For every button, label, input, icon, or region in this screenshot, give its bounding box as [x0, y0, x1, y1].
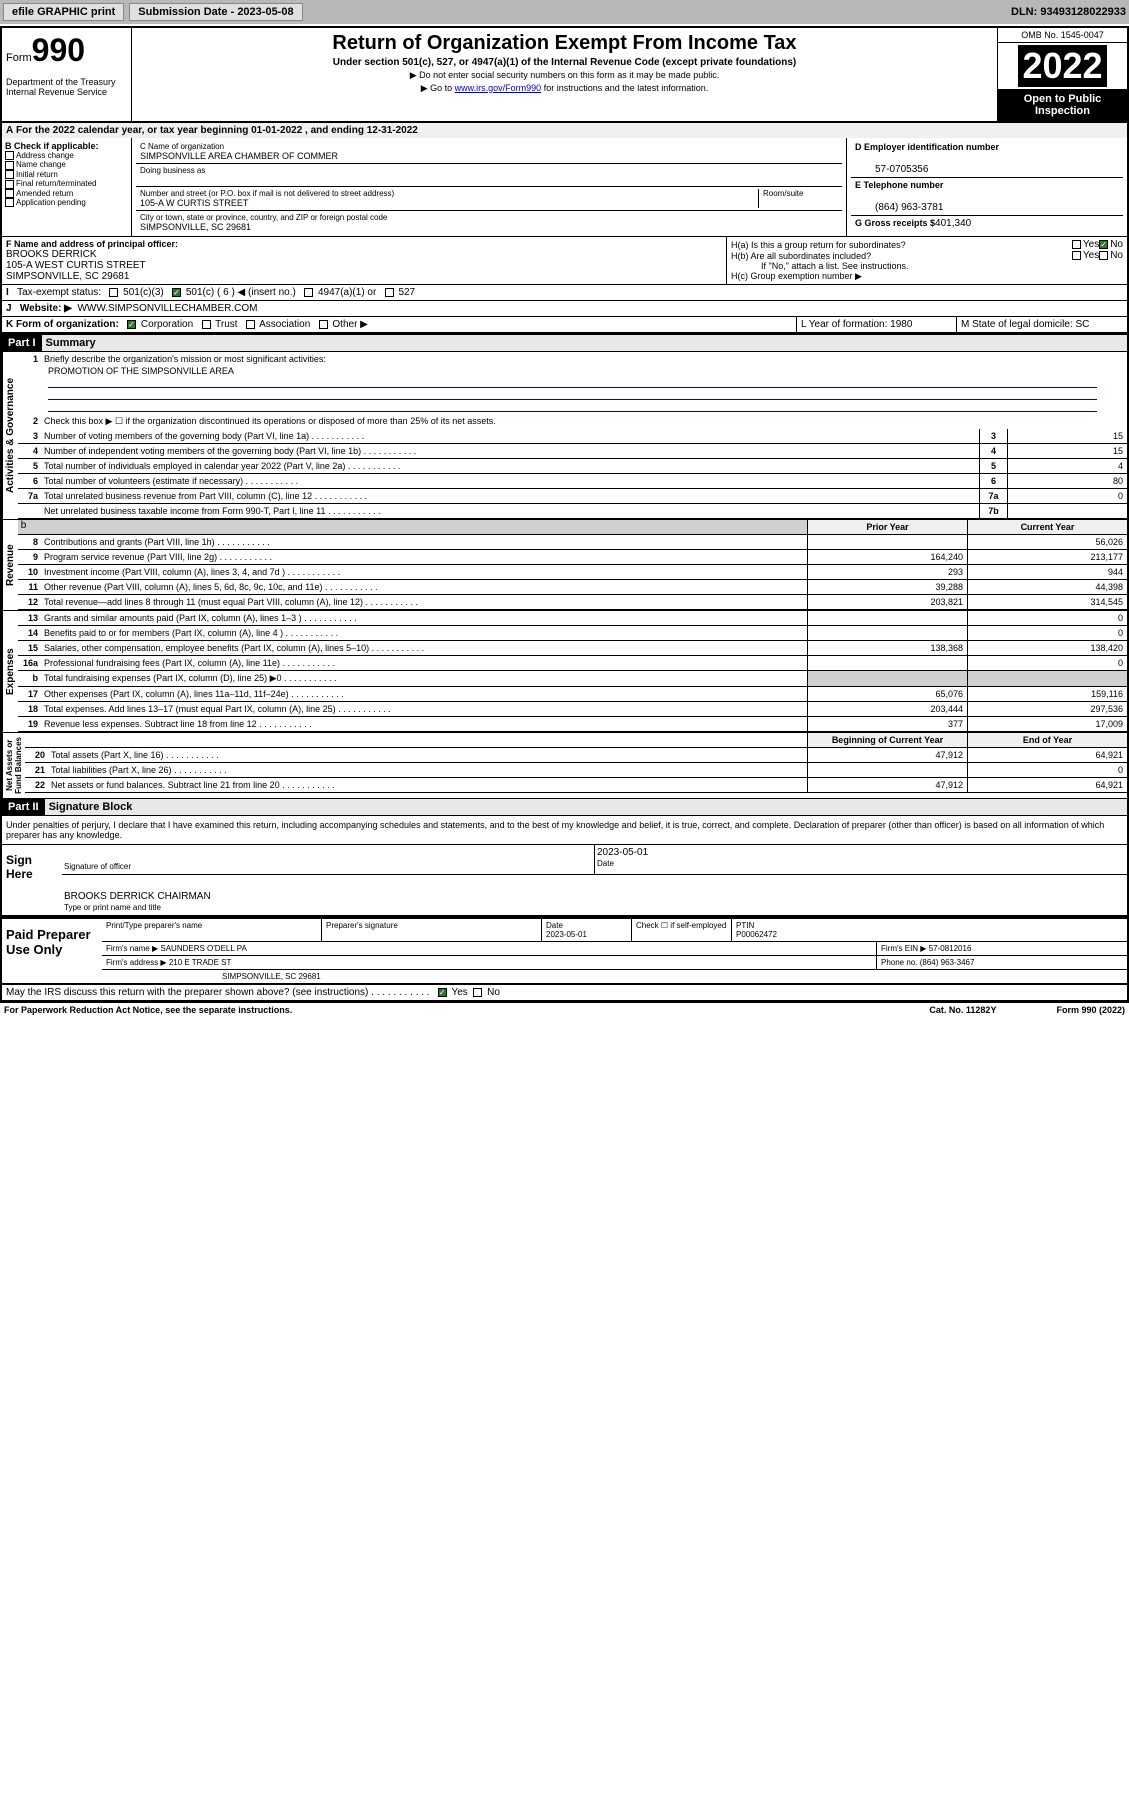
h-block: H(a) Is this a group return for subordin…: [727, 237, 1127, 284]
name-block: C Name of organizationSIMPSONVILLE AREA …: [132, 138, 847, 236]
chk-initial[interactable]: [5, 170, 14, 179]
chk-assoc[interactable]: [246, 320, 255, 329]
header-center: Return of Organization Exempt From Incom…: [132, 28, 997, 121]
line-a: A For the 2022 calendar year, or tax yea…: [2, 123, 1127, 138]
chk-trust[interactable]: [202, 320, 211, 329]
dln: DLN: 93493128022933: [1011, 6, 1126, 18]
open-public: Open to Public Inspection: [998, 89, 1127, 121]
section-b: B Check if applicable: Address change Na…: [2, 138, 132, 236]
right-block: D Employer identification number57-07053…: [847, 138, 1127, 236]
website-row: J Website: ▶ WWW.SIMPSONVILLECHAMBER.COM: [2, 301, 1127, 316]
firm-phone: (864) 963-3467: [920, 958, 975, 967]
sig-declaration: Under penalties of perjury, I declare th…: [2, 816, 1127, 844]
chk-501c[interactable]: [172, 288, 181, 297]
vert-netassets: Net Assets or Fund Balances: [2, 733, 25, 798]
chk-final[interactable]: [5, 180, 14, 189]
ein: 57-0705356: [855, 164, 928, 175]
firm-ein: 57-0812016: [929, 944, 972, 953]
org-addr: 105-A W CURTIS STREET: [140, 198, 248, 208]
header-right: OMB No. 1545-0047 2022 Open to Public In…: [997, 28, 1127, 121]
vert-revenue: Revenue: [2, 520, 18, 610]
phone: (864) 963-3781: [855, 202, 943, 213]
chk-name[interactable]: [5, 161, 14, 170]
mission: PROMOTION OF THE SIMPSONVILLE AREA: [48, 366, 1097, 376]
ha-no[interactable]: [1099, 240, 1108, 249]
form-label: Form: [6, 52, 32, 64]
may-irs: May the IRS discuss this return with the…: [2, 985, 1127, 1000]
tax-year: 2022: [1018, 45, 1106, 87]
chk-4947[interactable]: [304, 288, 313, 297]
preparer-label: Paid Preparer Use Only: [2, 919, 102, 983]
sign-here-label: Sign Here: [2, 845, 62, 915]
vert-expenses: Expenses: [2, 611, 18, 732]
irs-link[interactable]: www.irs.gov/Form990: [455, 83, 542, 93]
note2: ▶ Go to www.irs.gov/Form990 for instruct…: [136, 83, 993, 94]
chk-501c3[interactable]: [109, 288, 118, 297]
part2-header: Part IISignature Block: [2, 798, 1127, 816]
m-line: M State of legal domicile: SC: [957, 317, 1127, 332]
f-block: F Name and address of principal officer:…: [2, 237, 727, 284]
officer-sig-name: BROOKS DERRICK CHAIRMAN: [64, 891, 211, 902]
chk-addr[interactable]: [5, 151, 14, 160]
ptin: P00062472: [736, 930, 777, 939]
form-subtitle: Under section 501(c), 527, or 4947(a)(1)…: [136, 57, 993, 68]
chk-corp[interactable]: [127, 320, 136, 329]
chk-527[interactable]: [385, 288, 394, 297]
form-990: Form990 Department of the Treasury Inter…: [0, 26, 1129, 1003]
dept-label: Department of the Treasury Internal Reve…: [6, 77, 127, 97]
l-line: L Year of formation: 1980: [797, 317, 957, 332]
chk-other[interactable]: [319, 320, 328, 329]
org-city: SIMPSONVILLE, SC 29681: [140, 222, 251, 232]
gross-receipts: 401,340: [935, 218, 971, 229]
header-left: Form990 Department of the Treasury Inter…: [2, 28, 132, 121]
tax-exempt: I Tax-exempt status: 501(c)(3) 501(c) ( …: [2, 285, 1127, 300]
firm-addr: 210 E TRADE ST: [169, 958, 232, 967]
part1-header: Part ISummary: [2, 334, 1127, 352]
officer-name: BROOKS DERRICK: [6, 249, 722, 260]
toolbar: efile GRAPHIC print Submission Date - 20…: [0, 0, 1129, 24]
form-number: 990: [32, 32, 85, 68]
footer: For Paperwork Reduction Act Notice, see …: [0, 1003, 1129, 1017]
irs-no[interactable]: [473, 988, 482, 997]
note1: ▶ Do not enter social security numbers o…: [136, 70, 993, 81]
chk-amended[interactable]: [5, 189, 14, 198]
form-title: Return of Organization Exempt From Incom…: [136, 32, 993, 55]
firm-name: SAUNDERS O'DELL PA: [160, 944, 246, 953]
omb: OMB No. 1545-0047: [998, 28, 1127, 43]
hb-yes[interactable]: [1072, 251, 1081, 260]
hb-no[interactable]: [1099, 251, 1108, 260]
submission-date: Submission Date - 2023-05-08: [129, 3, 302, 21]
chk-pending[interactable]: [5, 198, 14, 207]
irs-yes[interactable]: [438, 988, 447, 997]
vert-activities: Activities & Governance: [2, 352, 18, 519]
efile-btn[interactable]: efile GRAPHIC print: [3, 3, 124, 21]
org-name: SIMPSONVILLE AREA CHAMBER OF COMMER: [140, 151, 338, 161]
website-val: WWW.SIMPSONVILLECHAMBER.COM: [77, 303, 257, 314]
ha-yes[interactable]: [1072, 240, 1081, 249]
k-line: K Form of organization: Corporation Trus…: [2, 317, 797, 332]
